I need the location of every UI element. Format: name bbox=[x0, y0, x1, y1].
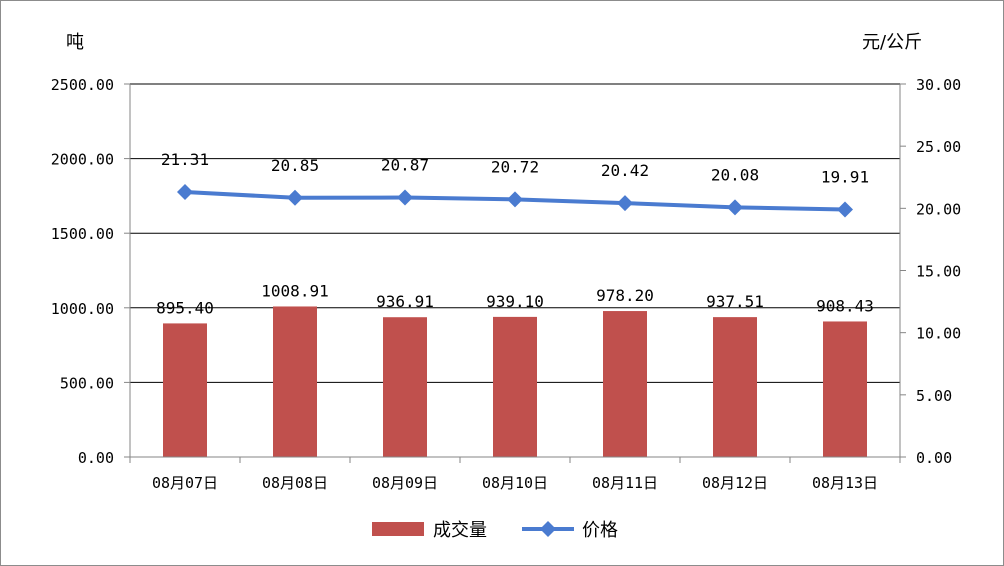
price-value-label: 20.08 bbox=[711, 165, 759, 184]
category-label: 08月07日 bbox=[152, 474, 218, 492]
bar bbox=[273, 306, 317, 457]
price-value-label: 20.72 bbox=[491, 157, 539, 176]
right-tick-label: 25.00 bbox=[916, 138, 961, 156]
price-value-label: 19.91 bbox=[821, 167, 869, 186]
bar-value-label: 978.20 bbox=[596, 286, 654, 305]
price-marker bbox=[837, 201, 853, 218]
bar-value-label: 937.51 bbox=[706, 292, 764, 311]
bar bbox=[493, 316, 537, 457]
category-label: 08月10日 bbox=[482, 474, 548, 492]
legend-label-volume: 成交量 bbox=[433, 520, 487, 541]
right-tick-label: 15.00 bbox=[916, 263, 961, 281]
bar bbox=[713, 317, 757, 457]
left-tick-label: 2500.00 bbox=[51, 76, 114, 94]
gridlines bbox=[130, 83, 900, 383]
bar bbox=[603, 311, 647, 457]
bar-value-label: 908.43 bbox=[816, 296, 874, 315]
bar-value-label: 936.91 bbox=[376, 292, 434, 311]
right-tick-label: 5.00 bbox=[916, 387, 952, 405]
price-marker bbox=[727, 199, 743, 216]
data-labels: 895.40 1008.91 936.91 939.10 978.20 937.51 908… bbox=[156, 150, 874, 317]
price-value-label: 20.85 bbox=[271, 156, 319, 175]
bar-value-label: 939.10 bbox=[486, 292, 544, 311]
price-value-label: 20.42 bbox=[601, 161, 649, 180]
axes: 0.00 500.00 1000.00 1500.00 2000.00 2500.00 0.… bbox=[51, 76, 961, 492]
price-value-label: 21.31 bbox=[161, 150, 209, 169]
legend-marker-price bbox=[540, 521, 556, 537]
category-label: 08月11日 bbox=[592, 474, 658, 492]
legend-swatch-volume bbox=[372, 522, 424, 536]
legend-label-price: 价格 bbox=[582, 520, 618, 541]
left-tick-label: 500.00 bbox=[60, 374, 114, 392]
category-label: 08月09日 bbox=[372, 474, 438, 492]
price-marker bbox=[617, 195, 633, 212]
category-label: 08月12日 bbox=[702, 474, 768, 492]
category-label: 08月13日 bbox=[812, 474, 878, 492]
left-tick-label: 2000.00 bbox=[51, 151, 114, 169]
right-tick-label: 30.00 bbox=[916, 76, 961, 94]
right-axis-unit: 元/公斤 bbox=[862, 32, 922, 53]
price-value-label: 20.87 bbox=[381, 156, 429, 175]
bar bbox=[823, 321, 867, 457]
legend: 成交量 价格 bbox=[372, 520, 618, 541]
right-tick-label: 20.00 bbox=[916, 200, 961, 218]
bar bbox=[163, 323, 207, 457]
bar-value-label: 1008.91 bbox=[261, 281, 328, 300]
left-tick-label: 1000.00 bbox=[51, 300, 114, 318]
left-tick-label: 1500.00 bbox=[51, 225, 114, 243]
price-marker bbox=[507, 191, 523, 208]
bar-series-volume bbox=[163, 306, 867, 457]
price-marker bbox=[287, 189, 303, 206]
right-tick-label: 10.00 bbox=[916, 325, 961, 343]
price-marker bbox=[177, 184, 193, 201]
price-marker bbox=[397, 189, 413, 206]
category-label: 08月08日 bbox=[262, 474, 328, 492]
left-tick-label: 0.00 bbox=[78, 449, 114, 467]
right-tick-label: 0.00 bbox=[916, 449, 952, 467]
line-series-price bbox=[177, 184, 853, 218]
bar bbox=[383, 317, 427, 457]
left-axis-unit: 吨 bbox=[66, 32, 84, 53]
bar-value-label: 895.40 bbox=[156, 298, 214, 317]
